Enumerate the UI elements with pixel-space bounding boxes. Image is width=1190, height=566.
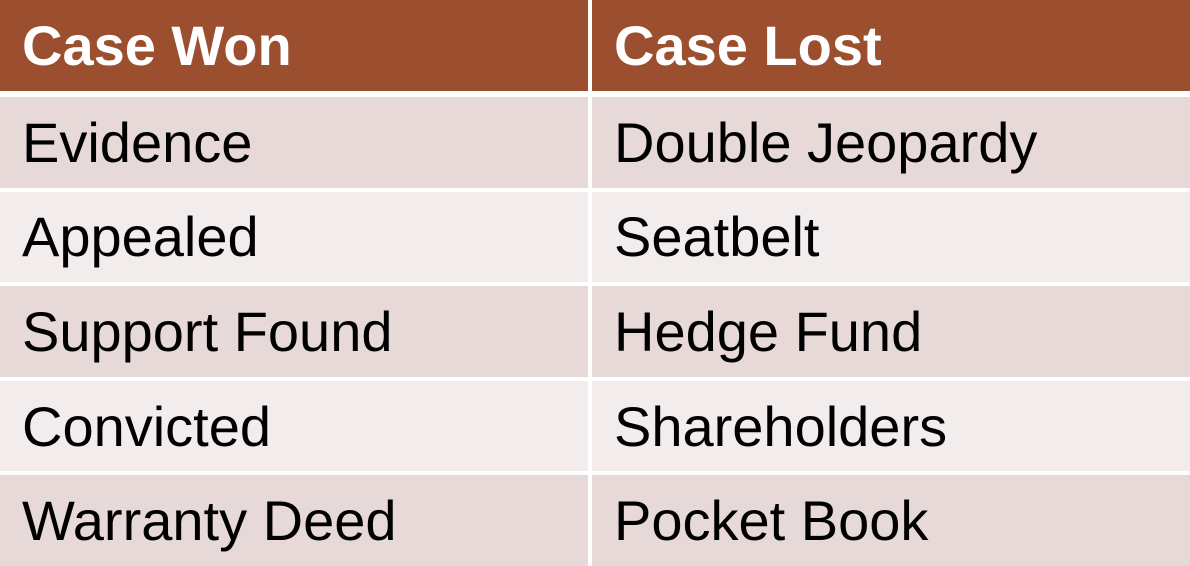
cell-case-lost: Shareholders: [592, 380, 1190, 476]
cell-case-lost: Pocket Book: [592, 475, 1190, 566]
table-row: Convicted Shareholders: [0, 380, 1190, 476]
cell-case-won: Warranty Deed: [0, 475, 592, 566]
table-row: Warranty Deed Pocket Book: [0, 475, 1190, 566]
table-row: Evidence Double Jeopardy: [0, 97, 1190, 192]
cell-case-lost: Hedge Fund: [592, 286, 1190, 381]
cell-case-lost: Seatbelt: [592, 191, 1190, 287]
cell-case-won: Convicted: [0, 380, 592, 476]
cell-case-won: Evidence: [0, 97, 592, 192]
cell-case-lost: Double Jeopardy: [592, 97, 1190, 192]
cell-case-won: Appealed: [0, 191, 592, 287]
header-case-won: Case Won: [0, 0, 592, 97]
table-header-row: Case Won Case Lost: [0, 0, 1190, 97]
table-row: Support Found Hedge Fund: [0, 286, 1190, 381]
header-case-lost: Case Lost: [592, 0, 1190, 97]
cell-case-won: Support Found: [0, 286, 592, 381]
table-row: Appealed Seatbelt: [0, 191, 1190, 287]
